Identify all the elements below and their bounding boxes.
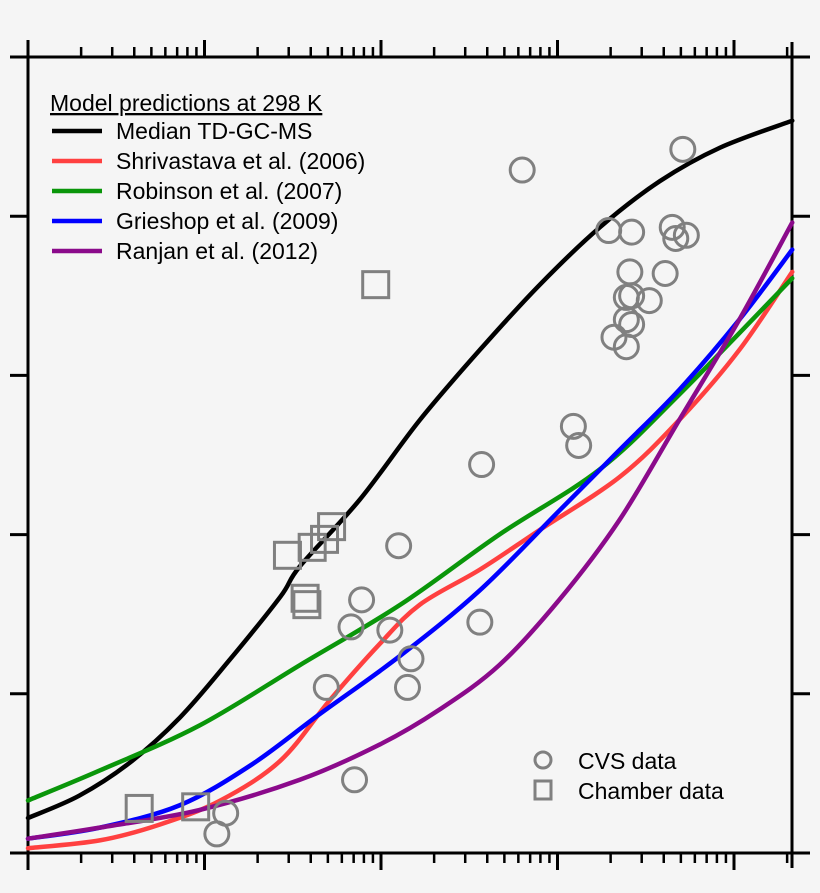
series-line-3 [25, 247, 795, 841]
chamber-data-point [124, 793, 154, 823]
legend-label-4: Ranjan et al. (2012) [116, 238, 318, 264]
series-line-4 [25, 220, 795, 841]
legend-label-1: Shrivastava et al. (2006) [116, 148, 365, 174]
cvs-data-point [468, 451, 496, 479]
cvs-data-point [337, 613, 365, 641]
cvs-data-point [385, 532, 413, 560]
series-line-1 [25, 269, 795, 851]
cvs-data-point [612, 333, 640, 361]
chamber-data-point [181, 792, 211, 822]
legend-square-marker [533, 779, 553, 801]
legend-label-0: Median TD-GC-MS [116, 118, 312, 144]
cvs-data-point [397, 645, 425, 673]
cvs-data-point [669, 135, 697, 163]
cvs-data-point [662, 224, 690, 252]
chamber-data-point [361, 270, 391, 300]
cvs-data-point [348, 586, 376, 614]
series-line-2 [25, 276, 795, 803]
cvs-data-point [559, 412, 587, 440]
cvs-data-point [658, 213, 686, 241]
marker-legend: CVS data Chamber data [533, 748, 724, 804]
legend: Model predictions at 298 K Median TD-GC-… [50, 90, 365, 264]
cvs-data-point [635, 287, 663, 315]
legend-label-2: Robinson et al. (2007) [116, 178, 342, 204]
legend-circle-marker [533, 750, 553, 770]
cvs-data-point [393, 673, 421, 701]
cvs-data-point [565, 431, 593, 459]
cvs-data-point [376, 616, 404, 644]
cvs-data-point [312, 673, 340, 701]
cvs-data-point [618, 310, 646, 338]
cvs-data-point [612, 306, 640, 334]
cvs-data-point [651, 260, 679, 288]
model-curves [25, 118, 795, 851]
cvs-data-point [616, 258, 644, 286]
cvs-data-point [466, 608, 494, 636]
cvs-data-point [341, 766, 369, 794]
chamber-data-point [272, 540, 302, 570]
cvs-data-point [618, 218, 646, 246]
chamber-data-point [317, 512, 347, 542]
legend-label-cvs: CVS data [578, 748, 677, 774]
chamber-data-point [290, 583, 320, 613]
cvs-data-point [203, 820, 231, 848]
cvs-data-point [508, 156, 536, 184]
data-points [124, 135, 700, 848]
series-line-0 [25, 118, 795, 821]
legend-label-chamber: Chamber data [578, 778, 724, 804]
axes [10, 40, 810, 870]
chamber-data-point [292, 590, 322, 620]
cvs-data-point [672, 221, 700, 249]
legend-title: Model predictions at 298 K [50, 90, 323, 116]
legend-label-3: Grieshop et al. (2009) [116, 208, 338, 234]
